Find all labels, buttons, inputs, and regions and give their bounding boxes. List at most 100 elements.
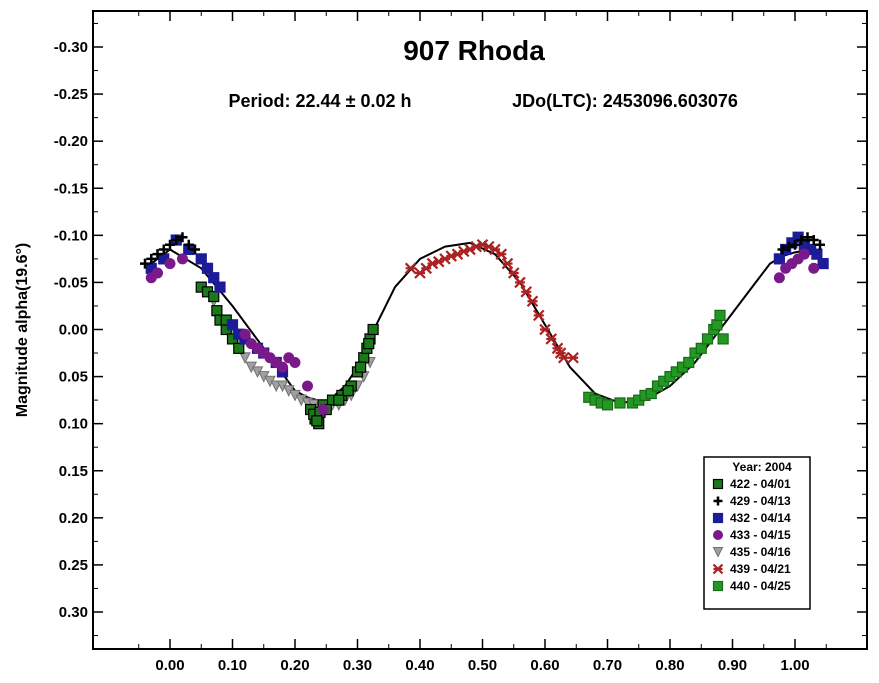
data-point [333,394,345,406]
data-point [811,248,823,260]
data-point [701,333,714,345]
data-point [539,323,551,336]
data-point [495,248,508,260]
data-point [501,257,514,270]
legend-entry-label: 432 - 04/14 [730,511,791,525]
data-point [790,239,800,250]
data-point [277,361,288,373]
data-point [146,253,157,264]
y-tick-label: 0.10 [59,416,88,433]
data-point [717,333,729,345]
data-point [777,244,788,255]
x-tick-label: 0.60 [530,657,559,674]
data-point [152,249,163,260]
data-point [177,253,188,265]
data-point [214,281,226,293]
jdo-label: JDo(LTC): 2453096.603076 [512,91,738,111]
legend-marker [712,563,724,575]
data-point [317,404,329,416]
data-point [614,397,626,409]
data-points-layer [140,231,829,430]
legend: Year: 2004 422 - 04/01 429 - 04/13 432 - 0… [703,456,811,610]
y-tick-label: -0.20 [54,133,88,150]
x-tick-label: 0.40 [405,657,434,674]
x-tick-label: 1.00 [780,657,809,674]
data-point [695,342,707,354]
data-point [208,290,220,303]
x-tick-label: 0.30 [343,657,372,674]
data-point [567,351,579,364]
data-point [815,239,825,250]
x-tick-label: 0.20 [280,657,309,674]
period-label: Period: 22.44 ± 0.02 h [229,91,412,111]
data-point [367,323,379,336]
legend-entry-label: 429 - 04/13 [730,494,791,508]
x-tick-label: 0.80 [655,657,684,674]
data-point [190,244,200,255]
data-point [358,352,370,364]
data-point [342,385,354,397]
data-point [164,258,176,270]
y-tick-labels: -0.30 -0.25 -0.20 -0.15 -0.10 -0.05 0.00 0.05 0.… [54,39,88,621]
data-point [177,232,188,243]
data-point [165,239,175,250]
legend-marker [713,496,723,506]
chart-title: 907 Rhoda [403,35,545,66]
data-point [526,295,539,308]
data-point [239,328,251,340]
data-point [211,305,223,317]
y-tick-label: -0.25 [54,86,88,103]
y-tick-label: -0.05 [54,274,88,291]
data-point [714,309,726,321]
data-point [183,239,194,250]
data-point [773,253,785,265]
data-point [140,258,150,269]
legend-marker [712,478,724,490]
legend-title: Year: 2004 [732,460,792,474]
data-point [311,415,323,427]
y-axis-label: Magnitude alpha(19.6°) [14,243,31,417]
data-point [208,272,220,284]
data-point [796,235,807,246]
fit-curve-layer [150,241,814,404]
data-point [233,342,245,354]
data-point [783,241,794,252]
data-point [195,253,207,265]
x-tick-label: 0.90 [718,657,747,674]
x-tick-label: 0.70 [593,657,622,674]
legend-marker [713,530,723,540]
data-point [711,319,723,331]
data-point [289,356,301,368]
data-point [171,235,182,246]
data-point [363,338,375,350]
data-point [226,319,239,331]
data-point [158,244,169,255]
data-point [683,356,695,369]
data-point [808,262,820,274]
y-tick-label: 0.30 [59,604,88,621]
y-tick-label: -0.15 [54,180,88,197]
data-point [355,361,367,373]
data-point [201,262,214,274]
data-point [507,267,520,279]
data-point [239,352,251,364]
legend-entry-label: 435 - 04/16 [730,545,791,559]
axis-ticks [93,11,867,649]
y-tick-label: 0.05 [59,369,88,386]
x-tick-labels: 0.00 0.10 0.20 0.30 0.40 0.50 0.60 0.70 0.80 0.90… [155,657,809,674]
legend-entry-label: 440 - 04/25 [730,579,791,593]
data-point [152,267,163,279]
data-point [404,262,417,275]
legend-entry-label: 422 - 04/01 [730,477,791,491]
x-tick-label: 0.10 [218,657,247,674]
data-point [601,399,614,411]
legend-marker [712,580,724,592]
y-tick-label: 0.15 [59,463,88,480]
data-point [520,286,533,298]
y-tick-label: 0.25 [59,557,88,574]
fit-curve [150,241,814,404]
y-tick-label: 0.00 [59,322,88,339]
legend-entry-label: 439 - 04/21 [730,562,791,576]
data-point [808,235,819,246]
